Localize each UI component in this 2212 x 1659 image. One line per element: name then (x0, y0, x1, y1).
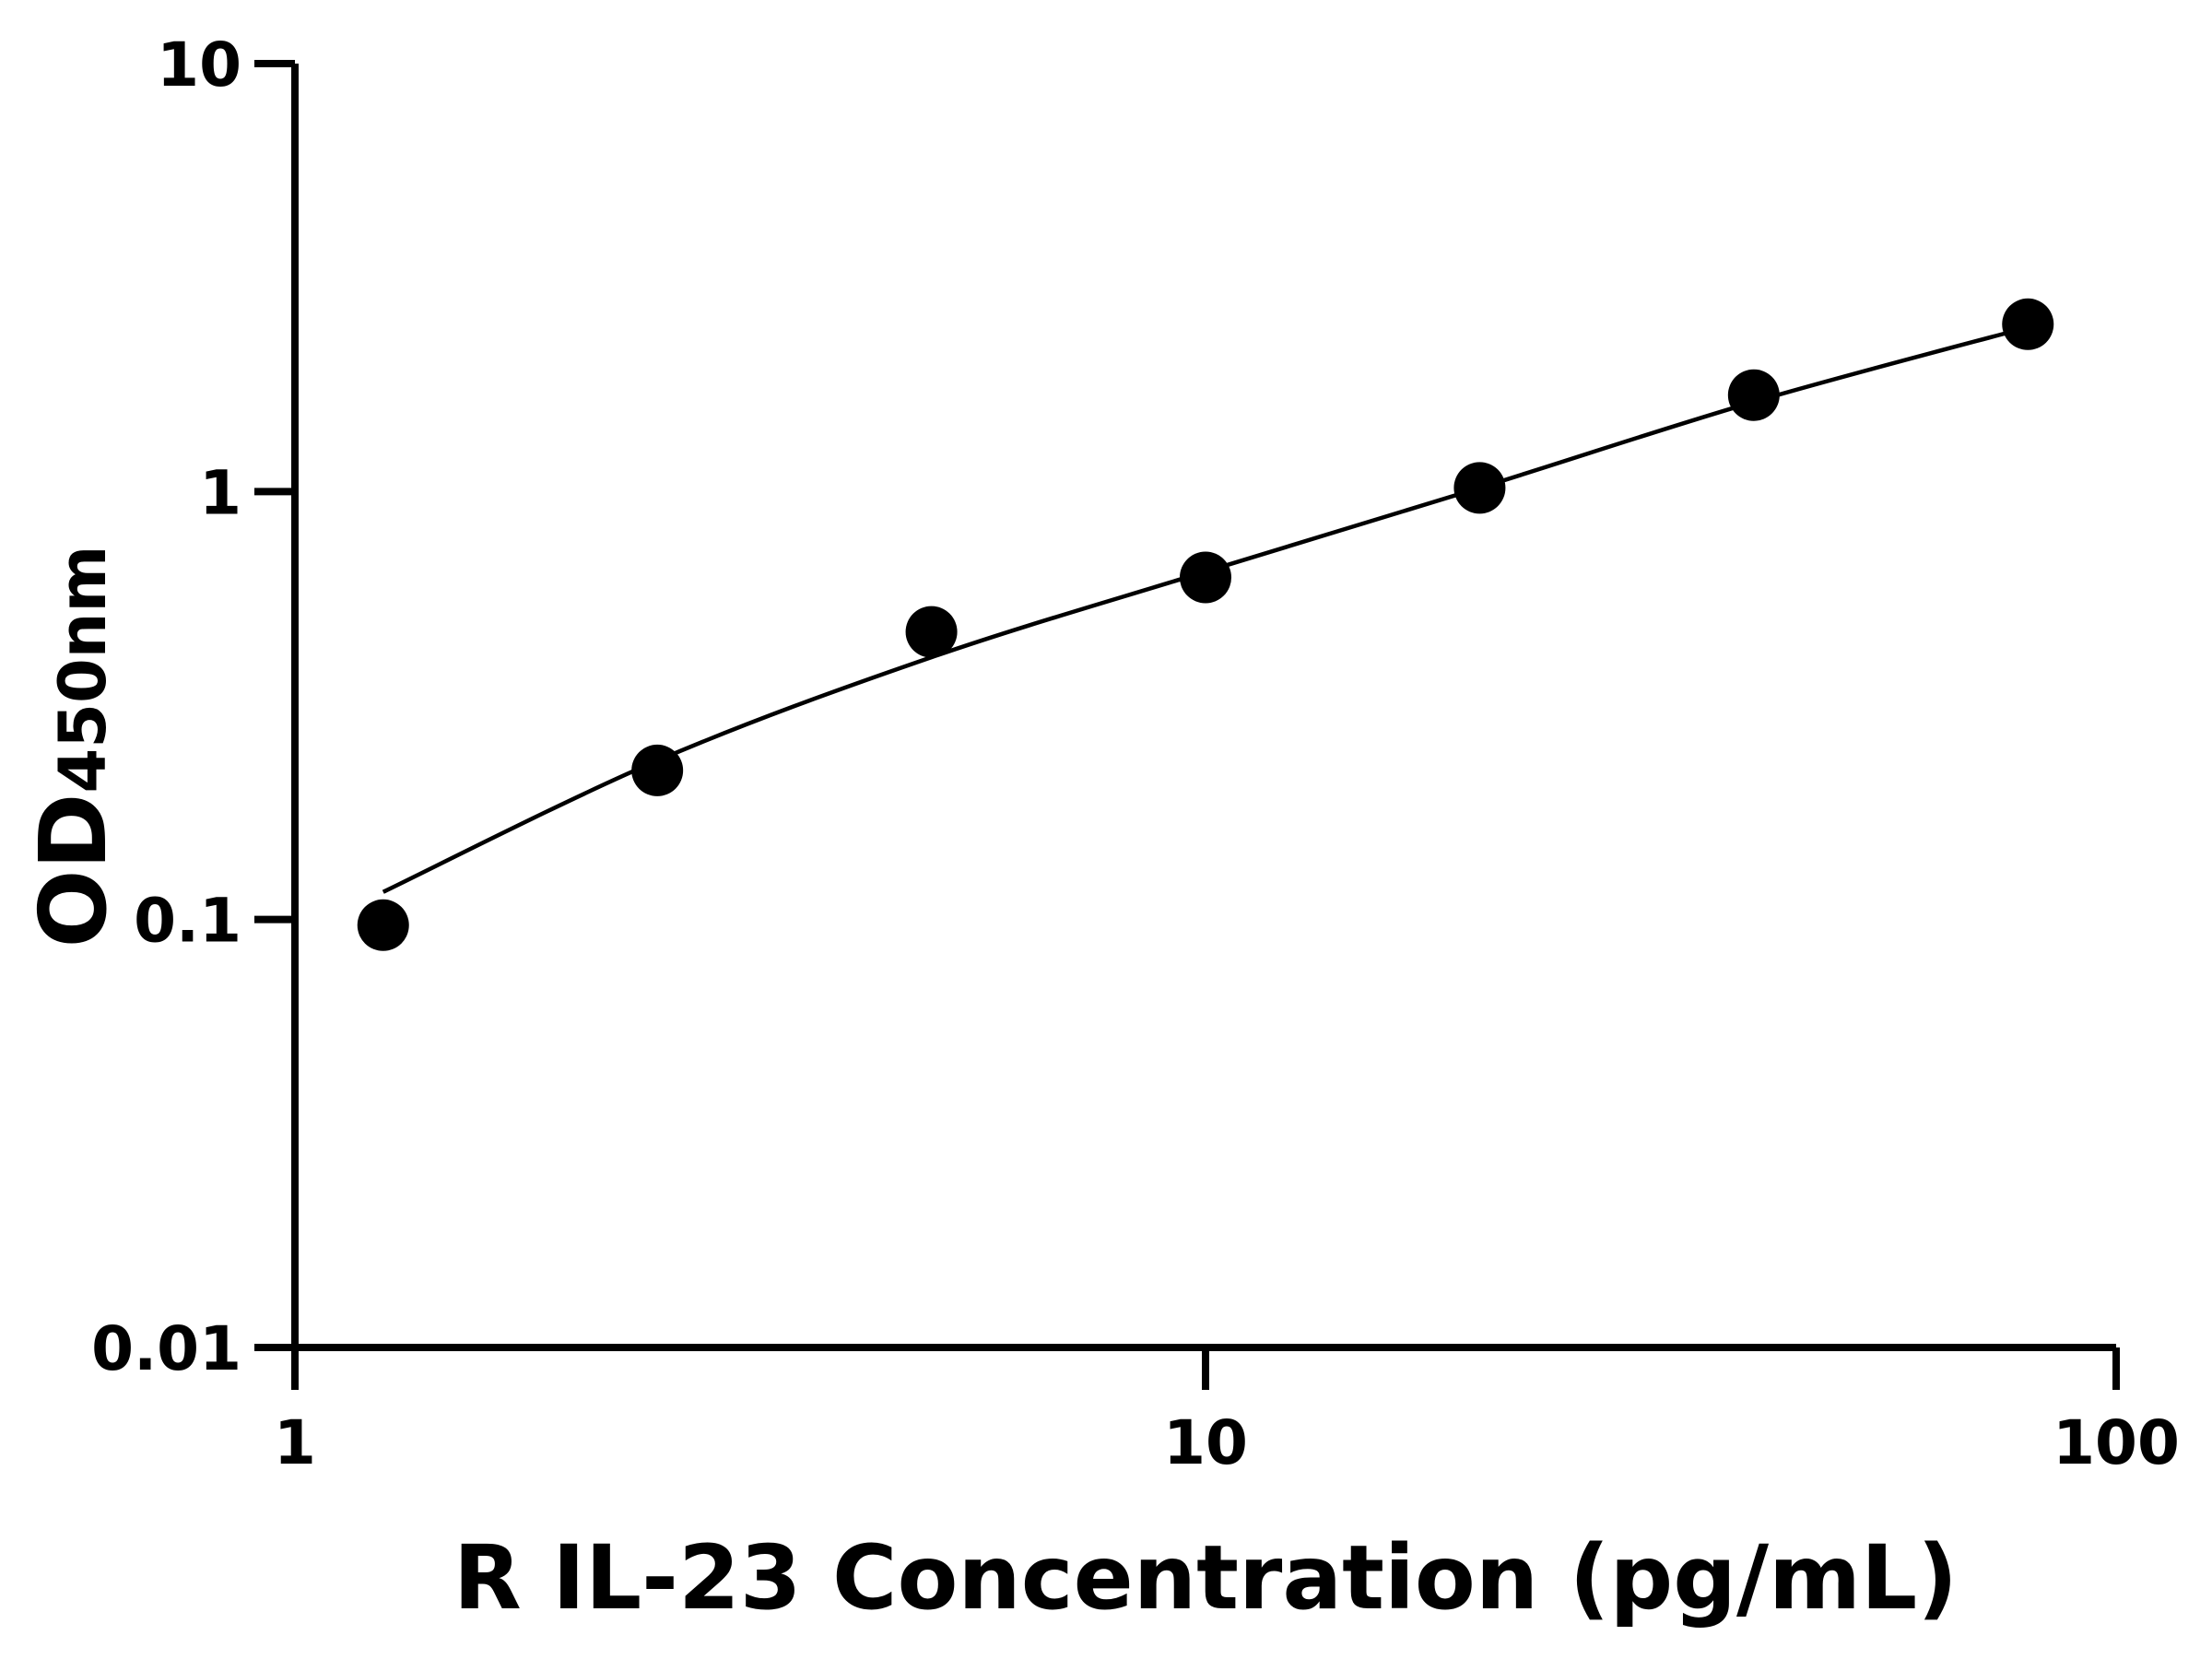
x-tick-label: 10 (1163, 1407, 1248, 1478)
y-tick-label: 0.01 (91, 1313, 241, 1384)
data-point (2002, 298, 2054, 350)
data-point (357, 899, 409, 951)
fit-curve (382, 324, 2029, 894)
data-point (1180, 551, 1231, 604)
y-tick-label: 0.1 (134, 886, 241, 957)
data-point (1453, 462, 1506, 514)
x-tick-label: 1 (274, 1407, 316, 1478)
y-axis-label: OD450nm (19, 546, 127, 948)
x-axis-label: R IL-23 Concentration (pg/mL) (453, 1526, 1958, 1630)
data-point (1727, 369, 1780, 421)
y-axis-label-main: OD (19, 793, 127, 947)
x-tick-label: 100 (2053, 1407, 2180, 1478)
y-axis-label-sub: 450nm (45, 546, 121, 794)
y-tick-label: 10 (157, 29, 241, 100)
data-point (631, 744, 684, 796)
data-point (905, 606, 958, 658)
y-tick-label: 1 (199, 457, 241, 528)
